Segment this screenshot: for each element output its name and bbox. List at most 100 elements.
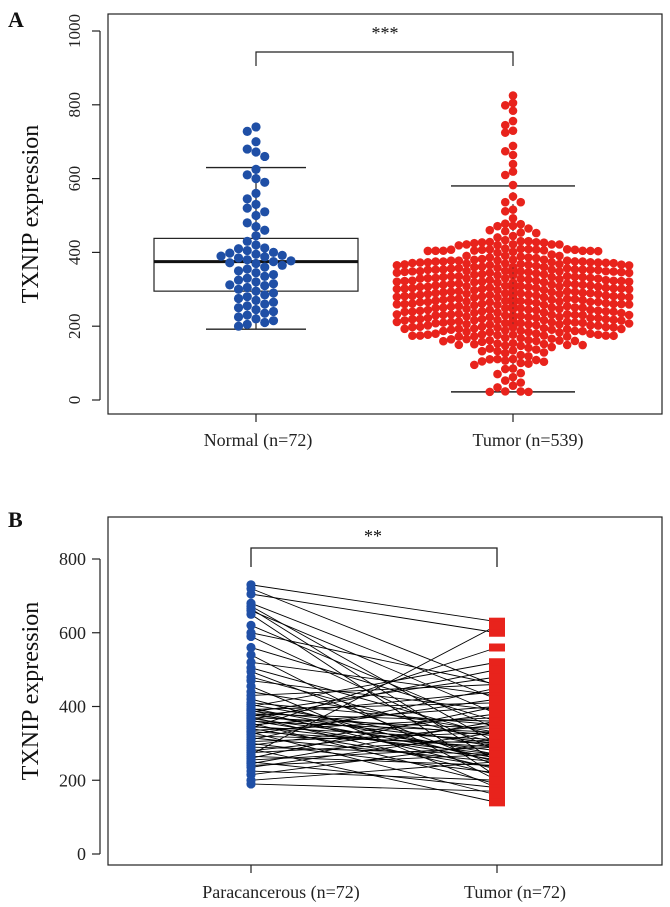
tumor-point xyxy=(539,357,549,367)
normal-point xyxy=(260,299,270,309)
tumor-point xyxy=(531,355,541,365)
tumor-point xyxy=(470,293,479,302)
tumor-point xyxy=(470,300,479,310)
tumor-point xyxy=(617,299,626,309)
tumor-point xyxy=(454,271,464,281)
normal-point xyxy=(260,308,270,318)
normal-point xyxy=(260,281,270,291)
tumor-point xyxy=(500,303,510,313)
pair-line xyxy=(250,720,498,765)
tumor-point xyxy=(493,285,502,295)
tumor-point xyxy=(609,258,618,268)
normal-point xyxy=(233,293,244,304)
tumor-point xyxy=(408,291,417,301)
tumor-point xyxy=(508,330,518,340)
tumor-point xyxy=(462,327,471,337)
tumor-point xyxy=(508,98,518,108)
tumor-point xyxy=(415,331,425,340)
tumor-point xyxy=(446,302,456,311)
panel-a-x-axis: Normal (n=72) Tumor (n=539) xyxy=(204,414,584,451)
tumor-point xyxy=(531,269,541,278)
tumor-point xyxy=(570,318,580,327)
tumor-point xyxy=(477,330,487,339)
tumor-point xyxy=(415,258,425,267)
normal-point xyxy=(233,284,244,294)
tumor-point xyxy=(531,237,541,247)
tumor-point xyxy=(454,309,464,319)
tumor-point xyxy=(516,350,526,360)
tumor-point xyxy=(586,321,595,330)
tumor-point xyxy=(601,322,611,332)
tumor-point xyxy=(508,91,518,100)
tumor-point xyxy=(516,274,526,284)
tumor-point xyxy=(446,264,456,273)
tumor-point xyxy=(462,240,471,249)
panel-b-points xyxy=(246,580,505,807)
bracket xyxy=(255,51,514,66)
tumor-point xyxy=(516,318,526,328)
tumor-point xyxy=(508,180,518,190)
tumor-point xyxy=(408,331,417,341)
tumor-point xyxy=(439,318,448,327)
tumor-point xyxy=(593,306,603,315)
tumor-point xyxy=(485,320,495,329)
x-tick-label: Tumor (n=539) xyxy=(473,430,584,451)
normal-point xyxy=(251,286,261,296)
tumor-point xyxy=(562,245,572,254)
tumor-point xyxy=(408,267,417,276)
tumor-point xyxy=(570,257,580,266)
pair-line xyxy=(250,608,498,763)
tumor-point xyxy=(508,126,518,135)
tumor-point xyxy=(570,265,580,274)
tumor-point xyxy=(400,284,409,293)
tumor-point xyxy=(423,297,433,307)
tumor-point xyxy=(562,310,572,319)
tumor-point xyxy=(446,287,456,296)
tumor-point xyxy=(493,315,502,325)
tumor-point xyxy=(500,356,510,365)
normal-point xyxy=(251,304,261,315)
normal-point xyxy=(251,314,261,324)
tumor-point xyxy=(439,257,448,266)
tumor-point xyxy=(489,776,505,785)
tumor-point xyxy=(524,305,533,314)
pair-line xyxy=(250,761,498,789)
tumor-point xyxy=(493,263,502,273)
tumor-point xyxy=(601,258,611,268)
tumor-point xyxy=(446,272,456,281)
panel-a-y-axis-label: TXNIP expression xyxy=(18,125,44,303)
tumor-point xyxy=(415,322,425,332)
normal-point xyxy=(268,306,279,317)
pair-line xyxy=(250,647,498,729)
tumor-point xyxy=(400,291,409,301)
tumor-point xyxy=(508,106,518,116)
tumor-point xyxy=(524,335,533,345)
tumor-point xyxy=(500,219,510,228)
tumor-point xyxy=(617,292,626,301)
tumor-point xyxy=(493,346,502,356)
tumor-point xyxy=(493,323,502,332)
tumor-point xyxy=(454,301,464,311)
tumor-point xyxy=(593,265,603,275)
pair-line xyxy=(250,712,498,759)
tumor-point xyxy=(624,300,634,309)
tumor-point xyxy=(609,323,618,332)
tumor-point xyxy=(555,274,564,284)
tumor-point xyxy=(547,318,556,327)
tumor-point xyxy=(593,289,603,299)
normal-point xyxy=(268,297,279,307)
tumor-point xyxy=(516,311,526,321)
tumor-point xyxy=(508,116,518,126)
y-tick-label: 400 xyxy=(59,697,86,717)
tumor-point xyxy=(547,295,556,304)
tumor-point xyxy=(392,277,402,286)
tumor-point xyxy=(578,318,587,328)
tumor-point xyxy=(431,311,440,320)
normal-point xyxy=(251,174,261,184)
paracancerous-point xyxy=(246,620,256,630)
tumor-point xyxy=(531,313,541,323)
normal-point xyxy=(233,321,244,331)
tumor-point xyxy=(431,273,440,283)
tumor-point xyxy=(516,281,526,291)
tumor-point xyxy=(555,267,564,276)
